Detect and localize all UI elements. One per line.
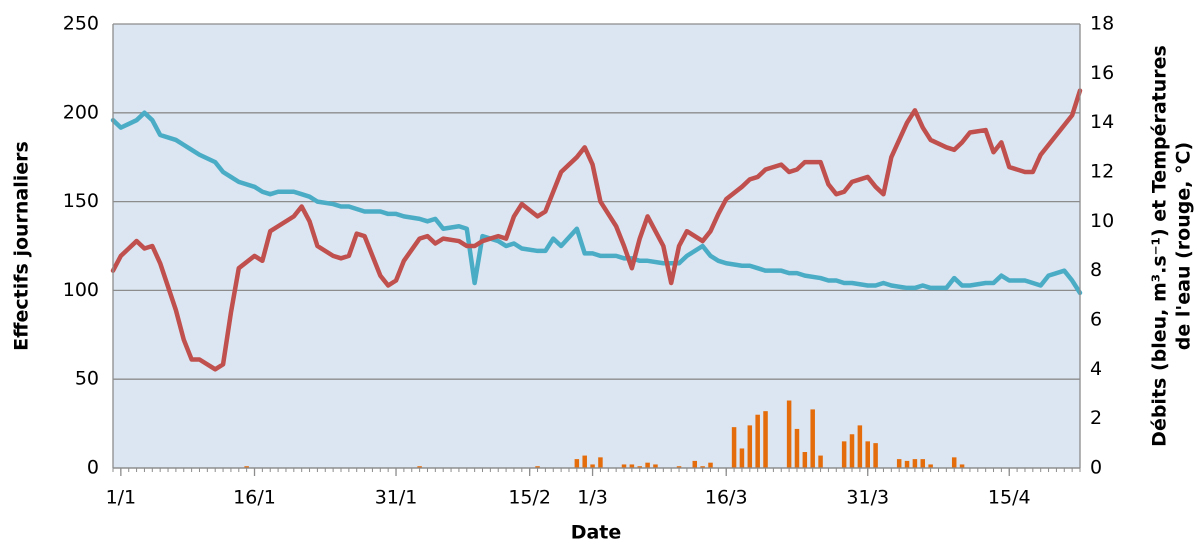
y-tick-label: 0 xyxy=(87,457,99,479)
y2-axis-title: de l'eau (rouge, °C) xyxy=(1173,142,1195,350)
y2-tick-label: 4 xyxy=(1090,358,1102,380)
bar xyxy=(598,457,603,468)
bar xyxy=(708,462,713,468)
y-tick-label: 150 xyxy=(63,190,99,212)
bar xyxy=(535,466,540,468)
bar xyxy=(841,441,847,468)
y-tick-label: 200 xyxy=(63,101,99,123)
y2-tick-label: 12 xyxy=(1090,161,1114,183)
bar xyxy=(810,409,815,468)
bar xyxy=(951,457,957,468)
bar xyxy=(244,466,249,468)
x-tick-label: 31/3 xyxy=(846,487,889,509)
bar xyxy=(747,425,753,468)
x-tick-label: 1/3 xyxy=(577,487,608,509)
y2-tick-label: 10 xyxy=(1090,210,1114,232)
bar xyxy=(637,466,642,468)
bar xyxy=(645,462,650,468)
bar xyxy=(739,448,745,468)
x-axis-title: Date xyxy=(571,522,622,544)
bar xyxy=(590,464,595,468)
bar xyxy=(920,459,926,468)
y2-tick-label: 2 xyxy=(1090,407,1102,429)
bar xyxy=(865,441,870,468)
bar xyxy=(763,411,768,468)
bar xyxy=(873,443,878,468)
y2-tick-label: 8 xyxy=(1090,259,1102,281)
line xyxy=(110,88,1083,372)
bar xyxy=(959,464,965,468)
x-tick-label: 15/2 xyxy=(508,487,551,509)
bar xyxy=(676,466,682,468)
y-axis-title: Effectifs journaliers xyxy=(11,141,33,351)
bar xyxy=(621,464,627,468)
bar xyxy=(802,452,808,468)
x-tick-label: 15/4 xyxy=(988,487,1031,509)
bar xyxy=(653,464,658,468)
line xyxy=(110,110,1083,296)
y-tick-label: 100 xyxy=(63,279,99,301)
marks xyxy=(110,88,1083,468)
plot-area xyxy=(113,24,1080,468)
axes: 0 50 100 150 200 250 0 2 4 6 8 10 12 14 16 18 1/1 16/1 31/… xyxy=(63,13,1114,509)
bar xyxy=(928,464,933,468)
bar xyxy=(700,466,705,468)
y2-axis-title: Débits (bleu, m³.s⁻¹) et Températures xyxy=(1149,45,1171,447)
bar xyxy=(755,414,760,468)
x-tick-label: 31/1 xyxy=(375,487,418,509)
bar xyxy=(574,459,580,468)
x-tick-label: 16/3 xyxy=(705,487,748,509)
bar xyxy=(786,400,792,468)
bar xyxy=(857,425,863,468)
bar xyxy=(629,464,635,468)
y2-tick-label: 14 xyxy=(1090,111,1114,133)
y-tick-label: 250 xyxy=(63,13,99,35)
y2-tick-label: 18 xyxy=(1090,13,1114,35)
bar xyxy=(582,455,587,468)
y2-tick-label: 6 xyxy=(1090,309,1102,331)
x-tick-label: 16/1 xyxy=(233,487,276,509)
bar xyxy=(417,466,422,468)
y2-tick-label: 16 xyxy=(1090,62,1114,84)
bar xyxy=(849,434,855,468)
bar xyxy=(904,460,910,468)
bar xyxy=(818,455,823,468)
bar xyxy=(794,428,800,468)
bar xyxy=(912,459,918,468)
bar xyxy=(692,460,698,468)
y-tick-label: 50 xyxy=(75,368,99,390)
bar xyxy=(896,459,902,468)
y2-tick-label: 0 xyxy=(1090,457,1102,479)
x-tick-label: 1/1 xyxy=(106,487,137,509)
bar xyxy=(731,427,737,468)
